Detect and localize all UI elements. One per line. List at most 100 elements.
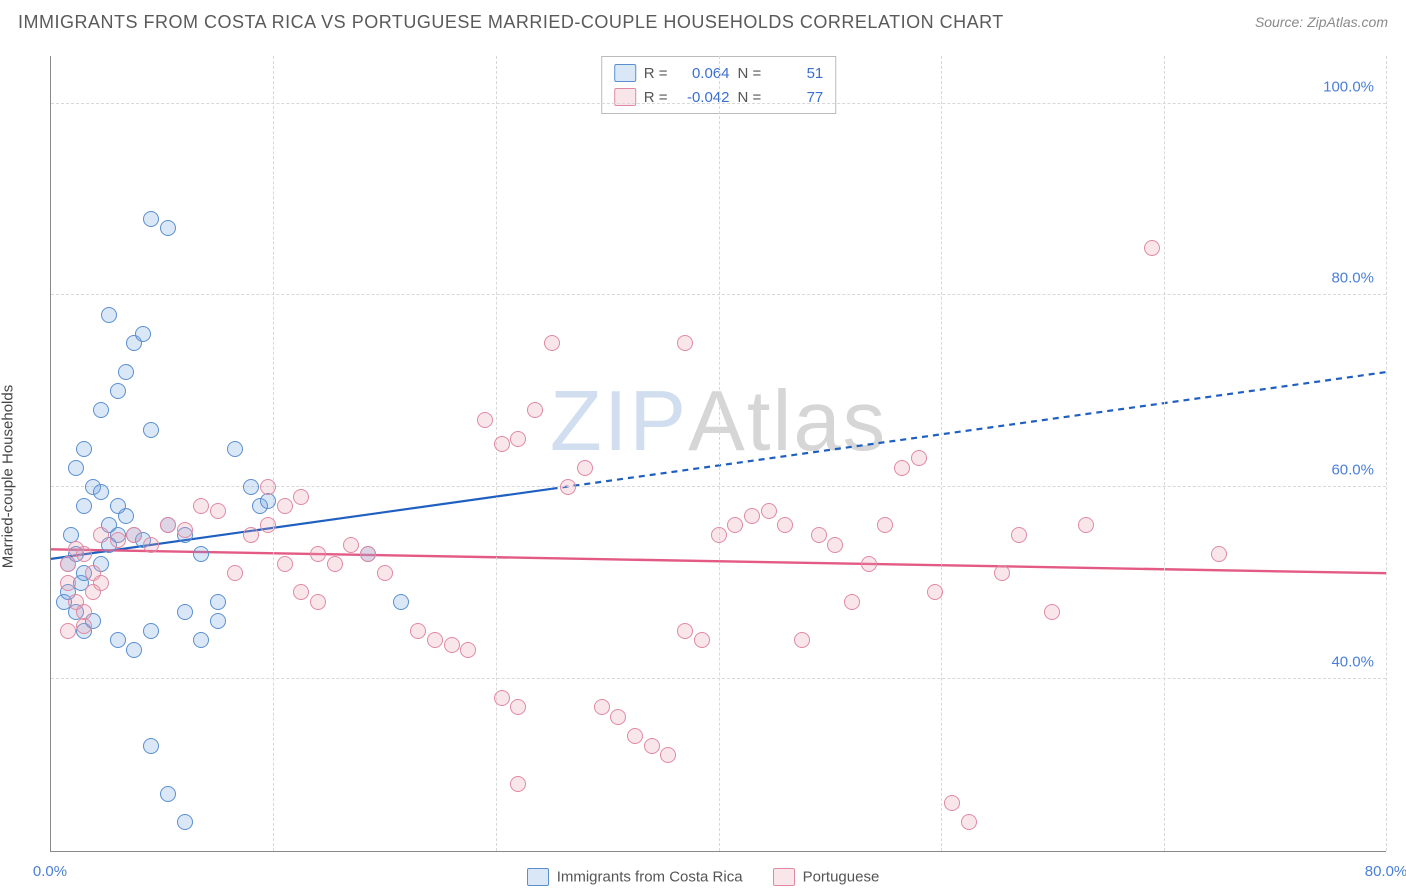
scatter-point-portuguese xyxy=(477,412,493,428)
scatter-point-portuguese xyxy=(794,632,810,648)
scatter-point-portuguese xyxy=(527,402,543,418)
scatter-point-portuguese xyxy=(327,556,343,572)
scatter-point-portuguese xyxy=(911,450,927,466)
scatter-point-portuguese xyxy=(594,699,610,715)
scatter-point-costa_rica xyxy=(193,632,209,648)
title-bar: IMMIGRANTS FROM COSTA RICA VS PORTUGUESE… xyxy=(0,0,1406,44)
legend-swatch-costa_rica xyxy=(614,64,636,82)
scatter-point-costa_rica xyxy=(76,441,92,457)
scatter-point-portuguese xyxy=(744,508,760,524)
x-legend-item-portuguese: Portuguese xyxy=(773,868,880,886)
scatter-point-portuguese xyxy=(844,594,860,610)
x-legend-label: Immigrants from Costa Rica xyxy=(557,869,743,886)
scatter-point-portuguese xyxy=(711,527,727,543)
scatter-point-costa_rica xyxy=(118,364,134,380)
gridline-vertical xyxy=(719,56,720,851)
scatter-point-portuguese xyxy=(444,637,460,653)
scatter-point-portuguese xyxy=(243,527,259,543)
scatter-point-portuguese xyxy=(277,556,293,572)
stats-n-label: N = xyxy=(738,65,762,82)
scatter-point-costa_rica xyxy=(143,738,159,754)
scatter-point-portuguese xyxy=(944,795,960,811)
scatter-point-portuguese xyxy=(310,594,326,610)
scatter-point-portuguese xyxy=(126,527,142,543)
scatter-point-portuguese xyxy=(85,584,101,600)
gridline-vertical xyxy=(1164,56,1165,851)
scatter-point-portuguese xyxy=(410,623,426,639)
scatter-point-portuguese xyxy=(994,565,1010,581)
scatter-point-costa_rica xyxy=(93,484,109,500)
scatter-point-portuguese xyxy=(160,517,176,533)
scatter-point-portuguese xyxy=(427,632,443,648)
scatter-point-costa_rica xyxy=(177,814,193,830)
scatter-point-costa_rica xyxy=(210,613,226,629)
scatter-point-portuguese xyxy=(377,565,393,581)
scatter-point-costa_rica xyxy=(135,326,151,342)
scatter-point-costa_rica xyxy=(93,402,109,418)
scatter-point-costa_rica xyxy=(110,498,126,514)
y-tick-label: 40.0% xyxy=(1331,653,1374,670)
scatter-point-costa_rica xyxy=(143,623,159,639)
scatter-point-portuguese xyxy=(544,335,560,351)
scatter-point-portuguese xyxy=(777,517,793,533)
x-tick-label: 0.0% xyxy=(33,863,67,880)
gridline-vertical xyxy=(496,56,497,851)
scatter-point-portuguese xyxy=(110,532,126,548)
gridline-vertical xyxy=(1386,56,1387,851)
y-tick-label: 60.0% xyxy=(1331,462,1374,479)
y-tick-label: 100.0% xyxy=(1323,78,1374,95)
scatter-point-costa_rica xyxy=(393,594,409,610)
scatter-point-portuguese xyxy=(60,623,76,639)
x-legend-item-costa_rica: Immigrants from Costa Rica xyxy=(527,868,743,886)
scatter-point-costa_rica xyxy=(260,493,276,509)
scatter-point-portuguese xyxy=(1044,604,1060,620)
plot-container: Married-couple Households ZIPAtlas R =0.… xyxy=(0,44,1406,892)
chart-title: IMMIGRANTS FROM COSTA RICA VS PORTUGUESE… xyxy=(18,12,1004,33)
scatter-point-portuguese xyxy=(293,489,309,505)
scatter-point-costa_rica xyxy=(143,422,159,438)
scatter-point-portuguese xyxy=(610,709,626,725)
scatter-point-portuguese xyxy=(877,517,893,533)
scatter-point-portuguese xyxy=(660,747,676,763)
trendline-costa_rica-dashed xyxy=(552,372,1386,489)
scatter-point-portuguese xyxy=(577,460,593,476)
x-axis-legend: Immigrants from Costa Rica Portuguese xyxy=(0,868,1406,886)
scatter-point-portuguese xyxy=(627,728,643,744)
x-tick-label: 80.0% xyxy=(1365,863,1406,880)
scatter-point-portuguese xyxy=(143,537,159,553)
scatter-point-portuguese xyxy=(761,503,777,519)
scatter-point-portuguese xyxy=(560,479,576,495)
scatter-point-costa_rica xyxy=(110,632,126,648)
scatter-point-costa_rica xyxy=(126,642,142,658)
gridline-vertical xyxy=(941,56,942,851)
scatter-point-portuguese xyxy=(894,460,910,476)
y-axis-title: Married-couple Households xyxy=(0,385,17,568)
scatter-point-portuguese xyxy=(260,517,276,533)
scatter-point-costa_rica xyxy=(227,441,243,457)
scatter-point-portuguese xyxy=(293,584,309,600)
scatter-point-portuguese xyxy=(93,527,109,543)
gridline-vertical xyxy=(273,56,274,851)
scatter-point-costa_rica xyxy=(160,220,176,236)
scatter-point-portuguese xyxy=(510,776,526,792)
scatter-point-portuguese xyxy=(861,556,877,572)
scatter-point-portuguese xyxy=(210,503,226,519)
scatter-point-portuguese xyxy=(76,618,92,634)
scatter-point-portuguese xyxy=(60,575,76,591)
scatter-point-portuguese xyxy=(494,436,510,452)
scatter-point-portuguese xyxy=(510,431,526,447)
scatter-point-portuguese xyxy=(1211,546,1227,562)
scatter-point-portuguese xyxy=(343,537,359,553)
scatter-point-portuguese xyxy=(60,556,76,572)
scatter-point-portuguese xyxy=(1011,527,1027,543)
scatter-point-costa_rica xyxy=(101,307,117,323)
stats-n-value: 51 xyxy=(769,65,823,82)
scatter-point-costa_rica xyxy=(193,546,209,562)
plot-area: ZIPAtlas R =0.064N =51R =-0.042N =77 40.… xyxy=(50,56,1386,852)
scatter-point-costa_rica xyxy=(143,211,159,227)
scatter-point-portuguese xyxy=(1078,517,1094,533)
scatter-point-portuguese xyxy=(310,546,326,562)
scatter-point-portuguese xyxy=(927,584,943,600)
scatter-point-costa_rica xyxy=(68,460,84,476)
scatter-point-portuguese xyxy=(260,479,276,495)
